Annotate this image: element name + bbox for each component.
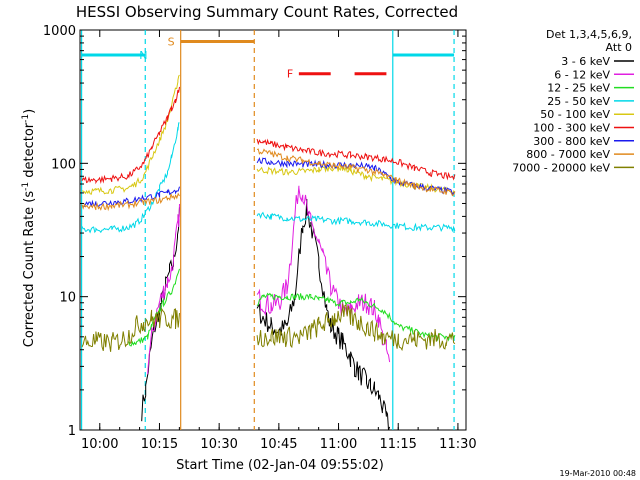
flag-bars: N S F: [81, 35, 455, 81]
series-300-800-kev: [81, 157, 456, 208]
x-tick-label-0: 10:00: [81, 437, 118, 452]
y-axis-label-mid: detector: [22, 122, 37, 182]
y-axis-label-main: Corrected Count Rate (s: [22, 191, 37, 348]
series-800-7000-kev: [81, 148, 456, 212]
series-100-300-kev: [81, 86, 456, 185]
series-layer: [81, 74, 456, 431]
y-tick-label-0: 1: [68, 424, 76, 439]
x-tick-label-5: 11:15: [379, 437, 416, 452]
legend-header-line2: Att 0: [606, 41, 632, 54]
axis-ticks: 10:00 10:15 10:30 10:45 11:00 11:15 11:30 1 10 10…: [43, 24, 477, 452]
series-7000-20000-kev: [81, 303, 456, 352]
plot-frame: [79, 29, 467, 431]
chart-title: HESSI Observing Summary Count Rates, Cor…: [76, 3, 458, 21]
vertical-markers: [80, 30, 455, 430]
legend-label-8: 7000 - 20000 keV: [512, 161, 610, 174]
x-tick-label-4: 11:00: [320, 437, 357, 452]
legend-label-6: 300 - 800 keV: [533, 135, 610, 148]
flag-label-s: S: [168, 35, 175, 48]
x-tick-label-6: 11:30: [439, 437, 476, 452]
series-6-12-kev: [147, 185, 391, 375]
y-tick-label-3: 1000: [43, 24, 76, 39]
series-50-100-kev: [81, 74, 456, 196]
y-axis-label-sup1: -1: [21, 182, 31, 191]
y-axis-label-sup2: -1: [21, 114, 31, 123]
y-tick-label-1: 10: [59, 291, 76, 306]
legend-label-1: 6 - 12 keV: [554, 68, 610, 81]
series-25-50-kev: [81, 122, 456, 234]
legend-label-7: 800 - 7000 keV: [526, 148, 610, 161]
y-axis-label-end: ): [22, 109, 37, 114]
y-tick-label-2: 100: [51, 157, 76, 172]
x-tick-label-3: 10:45: [260, 437, 297, 452]
y-axis-label: Corrected Count Rate (s-1 detector-1): [21, 109, 37, 347]
flag-label-n: N: [139, 49, 147, 62]
series-12-25-kev: [127, 268, 456, 347]
legend-label-3: 25 - 50 keV: [547, 95, 610, 108]
flag-label-f: F: [287, 68, 293, 81]
x-tick-label-1: 10:15: [141, 437, 178, 452]
legend-header-line1: Det 1,3,4,5,6,9,: [546, 28, 632, 41]
legend-label-5: 100 - 300 keV: [533, 122, 610, 135]
x-axis-label: Start Time (02-Jan-04 09:55:02): [176, 458, 384, 473]
footer-timestamp: 19-Mar-2010 00:48: [560, 469, 637, 478]
legend-label-0: 3 - 6 keV: [561, 55, 610, 68]
legend-label-2: 12 - 25 keV: [547, 82, 610, 95]
x-tick-label-2: 10:30: [200, 437, 237, 452]
legend-label-4: 50 - 100 keV: [540, 108, 610, 121]
